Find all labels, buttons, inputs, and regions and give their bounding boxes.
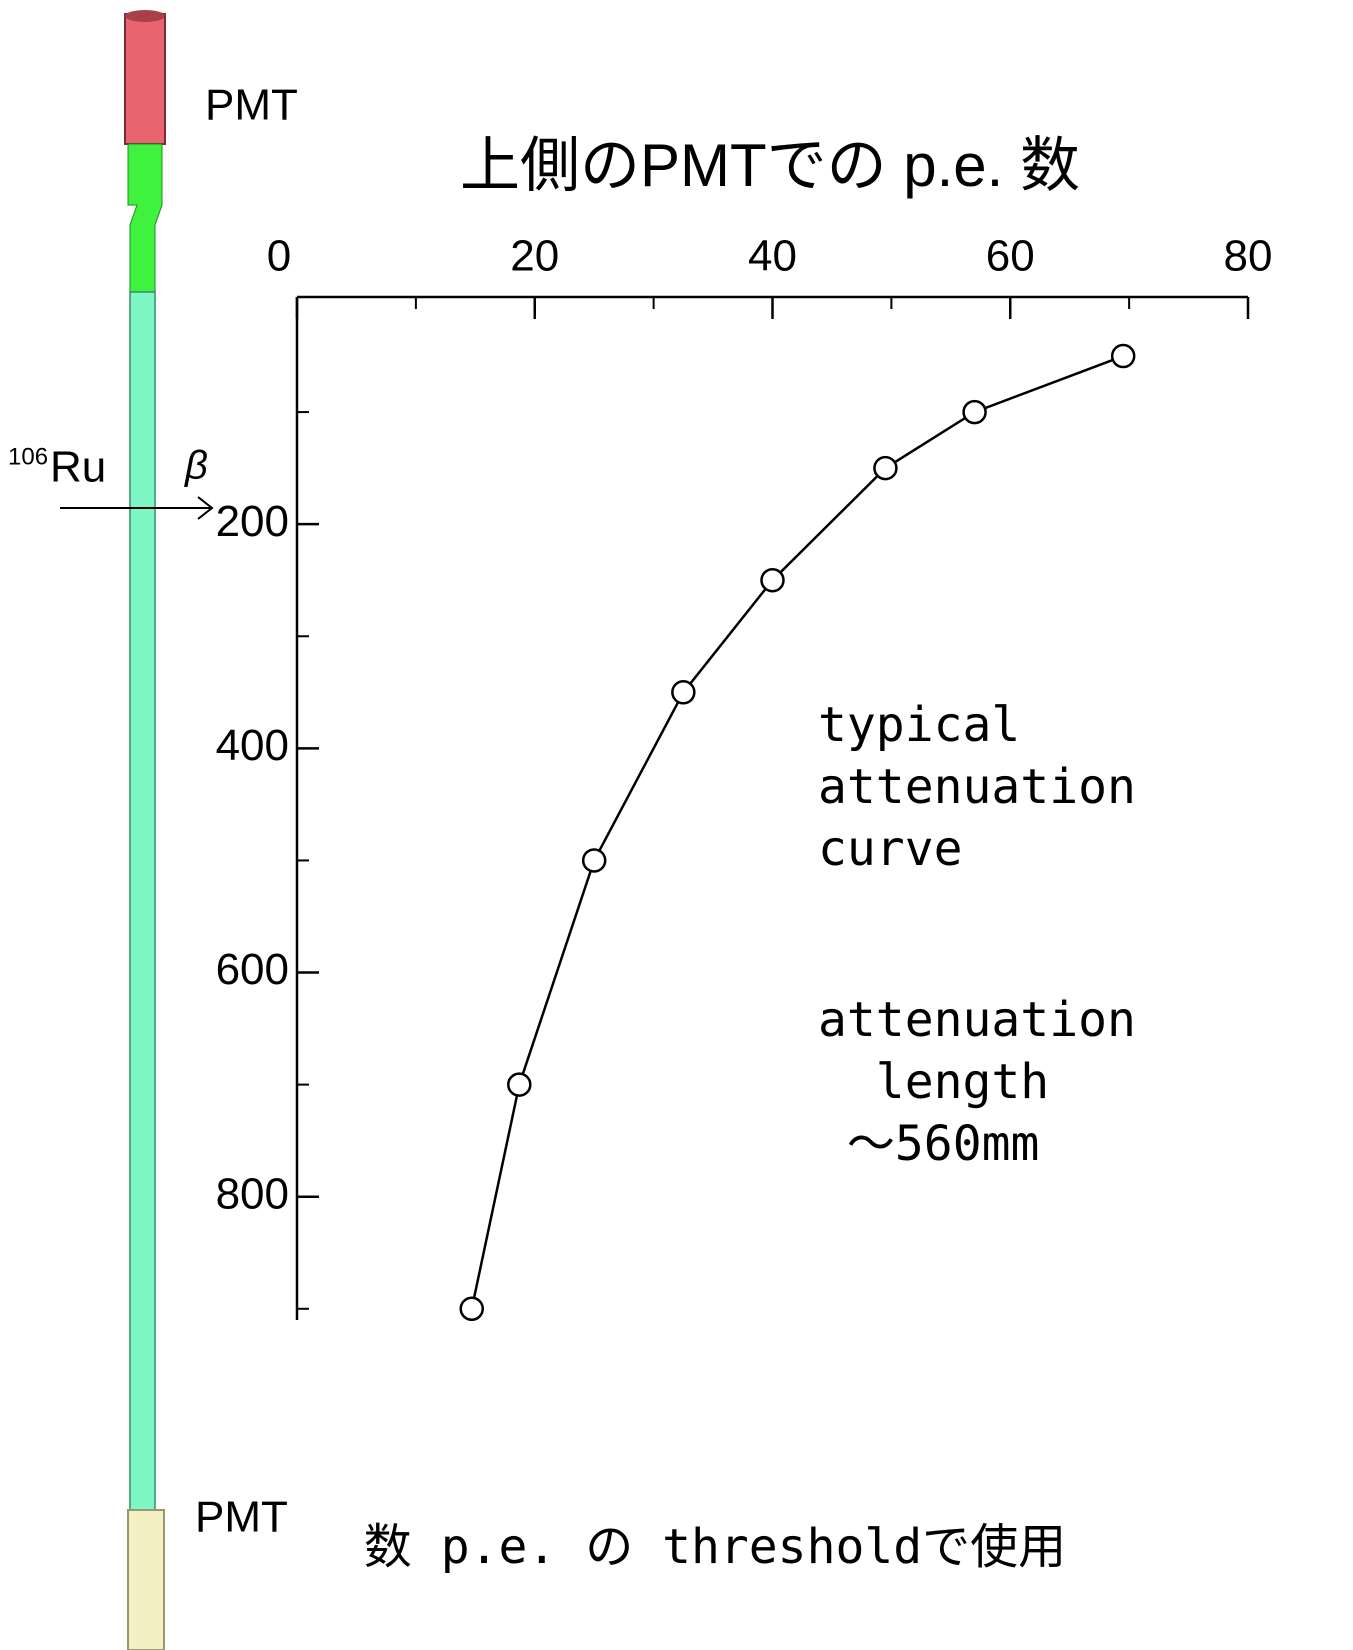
- y-tick-label: 600: [216, 945, 289, 994]
- x-tick-label: 40: [748, 232, 797, 281]
- annotation: attenuation: [818, 992, 1136, 1048]
- chart-title: 上側のPMTでの p.e. 数: [460, 132, 1080, 199]
- pmt-top-body: [124, 13, 166, 145]
- x-tick-label: 60: [986, 232, 1035, 281]
- annotation: attenuation: [818, 759, 1136, 815]
- footnote: 数 p.e. の thresholdで使用: [364, 1519, 1066, 1575]
- x-tick-label: 20: [510, 232, 559, 281]
- data-point: [507, 1072, 532, 1097]
- plot: 0 20 40 60 80 200 400 600 800 typical attenuation c…: [216, 232, 1273, 1322]
- data-point: [459, 1296, 484, 1322]
- data-point: [760, 567, 785, 593]
- data-point: [671, 680, 696, 705]
- data-line: [470, 354, 1124, 1310]
- pmt-bottom-label: PMT: [195, 1493, 288, 1542]
- light-guide-top: [127, 143, 163, 293]
- x-tick-label: 0: [267, 232, 291, 281]
- detector-rod: [60, 10, 214, 1650]
- annotation: length: [818, 1054, 1049, 1110]
- isotope-mass: 106: [8, 443, 48, 470]
- annotation: typical: [818, 697, 1020, 753]
- annotation: curve: [818, 821, 963, 877]
- isotope-symbol: Ru: [50, 443, 106, 492]
- data-point: [873, 455, 898, 481]
- data-point: [1110, 343, 1136, 369]
- beam-arrow-head: [197, 496, 214, 520]
- data-point: [962, 399, 987, 425]
- y-tick-label: 400: [216, 721, 289, 770]
- x-tick-label: 80: [1224, 232, 1273, 281]
- y-tick-label: 800: [216, 1169, 289, 1218]
- scintillator: [129, 291, 156, 1591]
- annotation: ～560mm: [818, 1116, 1039, 1172]
- pmt-top-label: PMT: [205, 81, 298, 130]
- pmt-bottom-body: [127, 1509, 165, 1650]
- pmt-top-cap: [125, 10, 165, 22]
- data-point: [581, 848, 607, 873]
- particle-label: β: [184, 444, 208, 488]
- y-tick-label: 200: [216, 497, 289, 546]
